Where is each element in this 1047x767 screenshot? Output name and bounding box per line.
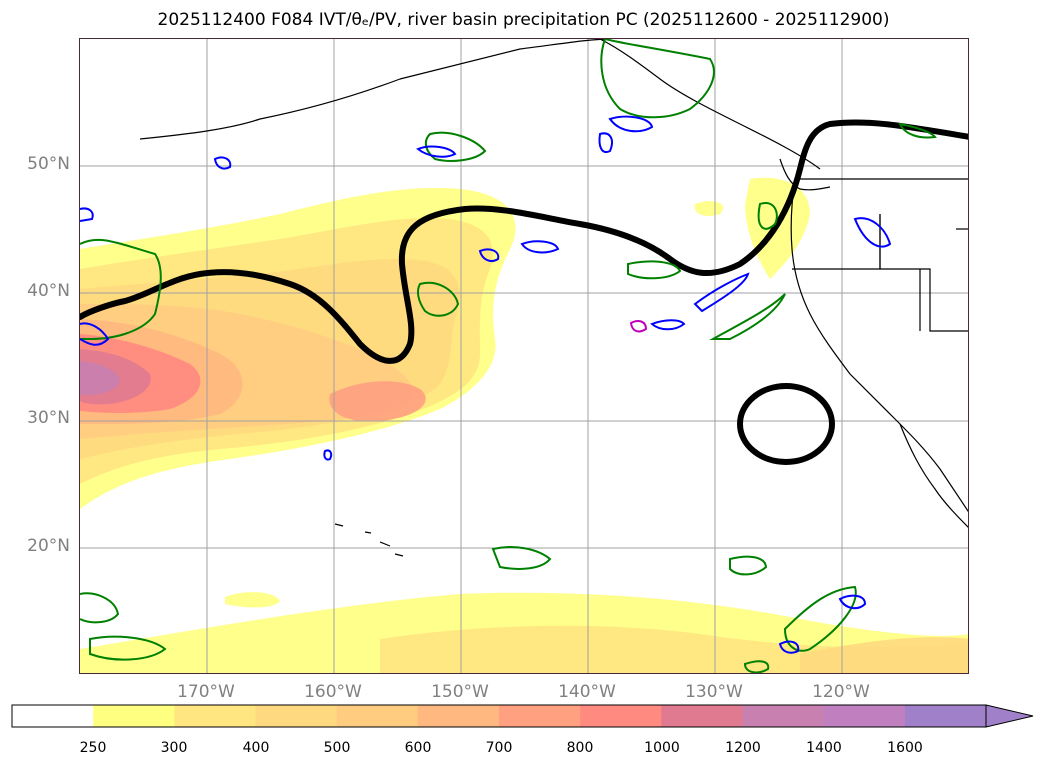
gulf-of-alaska-coast — [599, 39, 821, 170]
colorbar-label-1200: 1200 — [725, 740, 761, 756]
precip-blue-8 — [608, 115, 654, 133]
precip-green-6 — [709, 293, 786, 340]
colorbar-extend-arrow — [985, 704, 1034, 728]
colorbar-segment — [823, 705, 906, 727]
precip-blue-2 — [416, 145, 457, 158]
lon-label-120w: 120°W — [812, 682, 870, 702]
precip-blue-9 — [598, 132, 613, 153]
alaska-coast — [139, 39, 611, 140]
precip-blue-4 — [520, 240, 560, 254]
ivt-1200-band — [80, 361, 120, 395]
colorbar-label-600: 600 — [404, 740, 432, 756]
precip-green-8 — [491, 546, 552, 570]
pv-contour-main — [80, 119, 968, 364]
lat-label-40n: 40°N — [27, 281, 70, 301]
precip-green-13 — [743, 660, 770, 673]
pv-closed-low — [737, 383, 835, 465]
colorbar-label-1600: 1600 — [887, 740, 923, 756]
colorbar-segment — [93, 705, 175, 727]
lat-label-30n: 30°N — [27, 408, 70, 428]
figure-title: 2025112400 F084 IVT/θₑ/PV, river basin p… — [157, 10, 890, 30]
precip-magenta-1 — [629, 320, 648, 333]
map-canvas — [80, 39, 968, 673]
ivt-mid-patch — [225, 592, 280, 608]
colorbar-segment — [580, 705, 662, 727]
ivt-small-patch — [694, 201, 724, 216]
colorbar-segment — [12, 705, 94, 727]
precip-green-4 — [600, 39, 715, 119]
state-line-2 — [879, 214, 968, 332]
coastlines — [139, 39, 968, 557]
colorbar — [11, 704, 1034, 728]
precip-blue-5 — [693, 272, 750, 313]
precip-contours-blue — [80, 115, 892, 654]
baja-coast — [899, 423, 968, 528]
precip-green-12 — [783, 585, 857, 652]
precip-green-14 — [898, 122, 937, 139]
precip-green-7 — [757, 202, 778, 230]
us-west-coast — [790, 178, 968, 513]
colorbar-segment — [904, 705, 987, 727]
lon-label-130w: 130°W — [685, 682, 743, 702]
precip-blue-1 — [213, 156, 232, 170]
ivt-700-band — [329, 381, 426, 422]
colorbar-label-1400: 1400 — [806, 740, 842, 756]
precip-blue-7 — [323, 449, 333, 461]
map-panel — [79, 38, 969, 674]
colorbar-segment — [336, 705, 419, 727]
lon-label-160w: 160°W — [304, 682, 362, 702]
colorbar-label-300: 300 — [160, 740, 188, 756]
bc-coast — [779, 158, 831, 191]
lon-label-150w: 150°W — [431, 682, 489, 702]
colorbar-label-250: 250 — [79, 740, 107, 756]
colorbar-segment — [499, 705, 581, 727]
colorbar-segment — [661, 705, 743, 727]
precip-blue-11 — [80, 207, 94, 222]
lat-label-20n: 20°N — [27, 536, 70, 556]
lat-label-50n: 50°N — [27, 154, 70, 174]
precip-green-11 — [89, 635, 167, 661]
colorbar-segment — [742, 705, 825, 727]
colorbar-label-1000: 1000 — [644, 740, 680, 756]
precip-blue-14 — [778, 640, 800, 654]
precip-green-9 — [729, 555, 768, 576]
precip-blue-12 — [80, 322, 110, 346]
colorbar-label-800: 800 — [566, 740, 594, 756]
pv-contours — [80, 119, 968, 465]
precip-green-3 — [416, 281, 460, 317]
ivt-shading — [80, 177, 968, 673]
precip-blue-13 — [838, 594, 867, 610]
precip-green-1 — [80, 238, 162, 340]
colorbar-label-400: 400 — [242, 740, 270, 756]
hawaii-islands — [334, 523, 404, 557]
colorbar-label-700: 700 — [485, 740, 513, 756]
colorbar-segments — [12, 705, 987, 727]
precip-green-10 — [80, 592, 120, 624]
precip-blue-10 — [853, 217, 892, 248]
colorbar-outline — [11, 704, 987, 728]
precip-green-5 — [627, 260, 682, 280]
colorbar-label-500: 500 — [323, 740, 351, 756]
lon-label-140w: 140°W — [558, 682, 616, 702]
colorbar-segment — [417, 705, 500, 727]
colorbar-segment — [174, 705, 256, 727]
precip-blue-3 — [478, 248, 500, 262]
colorbar-segment — [255, 705, 338, 727]
precip-contours-magenta — [629, 320, 648, 333]
lon-label-170w: 170°W — [177, 682, 235, 702]
precip-blue-6 — [650, 319, 686, 331]
